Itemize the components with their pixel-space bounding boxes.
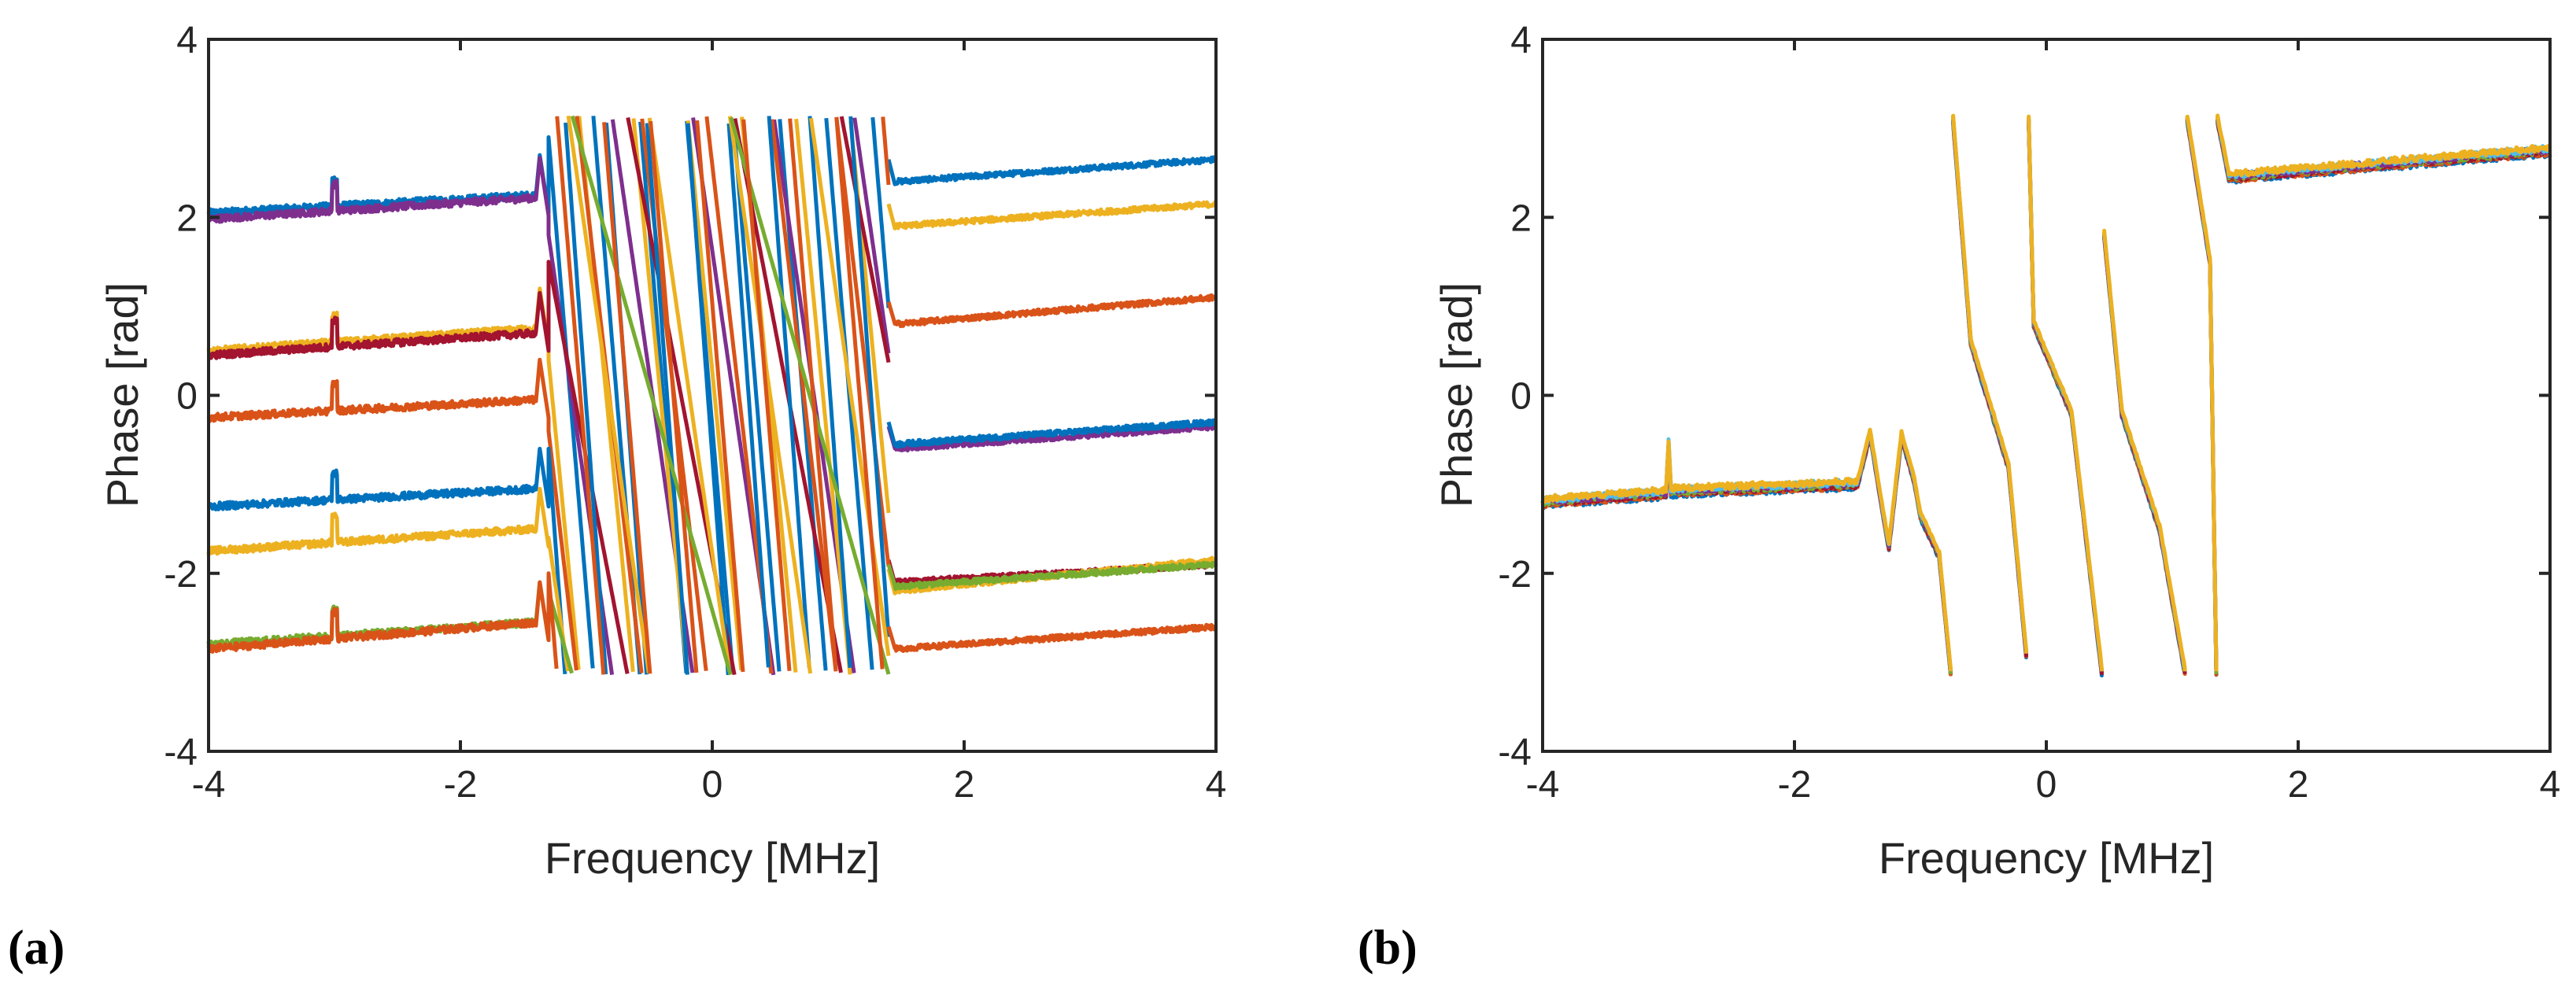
panel-a-series-5-line	[206, 116, 1218, 674]
panel-b-series-6-line	[1540, 114, 2552, 673]
panel-b-traces	[1540, 113, 2552, 678]
panel-a-chart: -4 -2 0 2 4 -4 -2 0 2 4 Frequency [MHz] Phase [ra…	[8, 20, 1226, 975]
y-tick-label: 0	[176, 376, 198, 418]
panel-a-traces	[206, 115, 1218, 676]
x-tick-label: -2	[1778, 764, 1812, 806]
panel-a-label: (a)	[8, 921, 65, 975]
panel-a-series-4-line	[207, 116, 1218, 676]
panel-a-series-1-line	[206, 116, 1218, 675]
panel-b-axes-frame	[1541, 38, 2552, 753]
panel-a-series-8-line	[206, 115, 1218, 676]
panel-b-label: (b)	[1358, 921, 1417, 975]
y-tick-label: -4	[1498, 732, 1532, 773]
x-tick-label: -2	[444, 764, 478, 806]
y-tick-label: 0	[1510, 376, 1532, 418]
y-tick-label: 2	[176, 197, 198, 239]
panel-a-series-3-line	[206, 116, 1218, 675]
panel-b-series-4-line	[1540, 116, 2552, 675]
panel-b-chart: -4 -2 0 2 4 -4 -2 0 2 4 Frequency [MHz] Phase [ra…	[1358, 20, 2560, 975]
panel-a-series-9-line	[206, 116, 1218, 675]
panel-b-y-axis-label: Phase [rad]	[1432, 282, 1481, 507]
panel-b-series-2-line	[1540, 118, 2552, 677]
panel-b-series-5-line	[1540, 115, 2552, 673]
x-tick-label: 2	[2288, 764, 2309, 806]
y-tick-label: 2	[1510, 197, 1532, 239]
x-tick-label: -4	[192, 764, 226, 806]
panel-a-series-7-line	[206, 115, 1218, 674]
panel-b-series-7-line	[1540, 113, 2552, 672]
panel-a-axes-frame	[207, 38, 1218, 753]
y-tick-label: 4	[176, 20, 198, 61]
panel-a-x-axis-label: Frequency [MHz]	[545, 833, 880, 883]
y-tick-label: 4	[1510, 20, 1532, 61]
panel-b-series-1-line	[1540, 119, 2552, 678]
x-tick-label: 4	[1206, 764, 1227, 806]
x-tick-label: 4	[2540, 764, 2561, 806]
panel-b-ticks: -4 -2 0 2 4 -4 -2 0 2 4	[1498, 20, 2560, 806]
panel-a-series-6-line	[206, 116, 1218, 676]
x-tick-label: 2	[954, 764, 975, 806]
x-tick-label: 0	[702, 764, 723, 806]
y-tick-label: -2	[1498, 554, 1532, 596]
x-tick-label: 0	[2036, 764, 2057, 806]
y-tick-label: -4	[164, 732, 198, 773]
panel-a-y-axis-label: Phase [rad]	[98, 282, 147, 507]
x-tick-label: -4	[1526, 764, 1560, 806]
y-tick-label: -2	[164, 554, 198, 596]
panel-b-x-axis-label: Frequency [MHz]	[1879, 833, 2214, 883]
panel-b-series-3-line	[1540, 117, 2552, 676]
